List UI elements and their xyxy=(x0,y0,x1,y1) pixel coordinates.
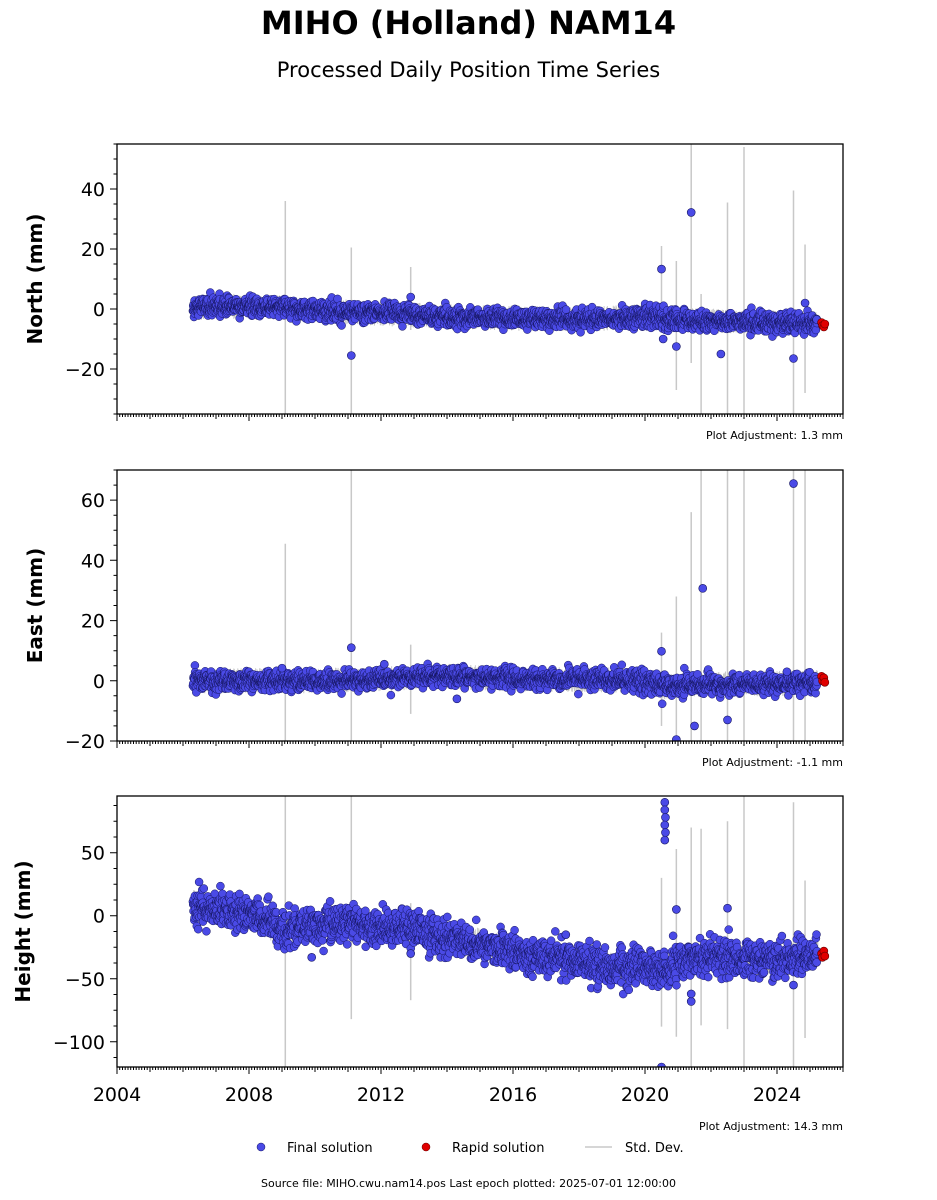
final-point xyxy=(658,334,668,344)
final-point xyxy=(800,298,810,308)
final-point xyxy=(657,646,666,656)
plot-area xyxy=(188,144,830,414)
final-point xyxy=(264,892,273,901)
y-axis-label: East (mm) xyxy=(23,548,47,664)
y-tick-label: 40 xyxy=(81,179,105,201)
final-point xyxy=(199,884,209,893)
y-tick-label: 0 xyxy=(93,671,105,693)
y-tick-label: −20 xyxy=(65,359,105,381)
final-point xyxy=(716,349,726,359)
final-point xyxy=(216,881,225,891)
plot-area xyxy=(188,470,830,741)
y-axis-label: North (mm) xyxy=(23,213,47,344)
final-point xyxy=(337,689,346,698)
final-point xyxy=(672,342,681,351)
final-point xyxy=(782,667,792,677)
final-point xyxy=(686,208,696,217)
y-tick-label: 40 xyxy=(81,550,105,572)
y-tick-label: 20 xyxy=(81,239,105,261)
final-point xyxy=(574,689,583,699)
final-solution-points xyxy=(188,479,822,741)
final-point xyxy=(789,479,798,488)
y-tick-label: −20 xyxy=(65,731,105,753)
panel-east: 60 40 20 0 −20 East (mm) Plot Adjustment: -1.1… xyxy=(23,469,844,769)
final-solution-points xyxy=(188,798,822,1067)
final-point xyxy=(698,584,708,593)
plot-adjustment-note: Plot Adjustment: 1.3 mm xyxy=(706,429,843,442)
final-point xyxy=(398,322,407,331)
final-point xyxy=(193,924,203,934)
y-tick-label: 20 xyxy=(81,611,105,633)
plot-area xyxy=(188,796,830,1067)
final-point xyxy=(202,927,211,936)
y-tick-label: 0 xyxy=(93,299,105,321)
final-point xyxy=(617,660,627,670)
y-tick-label: 60 xyxy=(81,490,105,512)
y-axis-ticks xyxy=(110,143,117,415)
plot-frame xyxy=(116,143,844,415)
final-point xyxy=(277,663,287,673)
final-point xyxy=(406,292,416,302)
final-point xyxy=(576,328,585,337)
final-solution-points xyxy=(188,208,822,363)
final-point xyxy=(657,264,666,274)
panel-north: 40 20 0 −20 North (mm) Plot Adjustment: 1.3 m… xyxy=(23,143,844,442)
final-point xyxy=(346,643,356,652)
final-point xyxy=(379,659,389,669)
chart-subtitle: Processed Daily Position Time Series xyxy=(276,58,661,82)
y-axis-ticks xyxy=(110,469,117,742)
plot-frame xyxy=(116,469,844,742)
final-point xyxy=(337,321,346,330)
rapid-point xyxy=(820,677,830,687)
plot-adjustment-note: Plot Adjustment: -1.1 mm xyxy=(702,756,843,769)
final-point xyxy=(789,354,798,363)
final-point xyxy=(561,305,571,314)
final-point xyxy=(386,690,396,700)
rapid-point xyxy=(820,319,830,329)
final-point xyxy=(346,351,356,360)
final-point xyxy=(723,715,732,725)
final-point xyxy=(672,735,681,741)
final-point xyxy=(452,694,462,704)
final-point xyxy=(657,699,667,709)
final-point xyxy=(690,721,699,731)
chart-title: MIHO (Holland) NAM14 xyxy=(260,4,677,42)
x-axis-ticks xyxy=(116,414,844,421)
x-axis-ticks xyxy=(116,741,844,748)
